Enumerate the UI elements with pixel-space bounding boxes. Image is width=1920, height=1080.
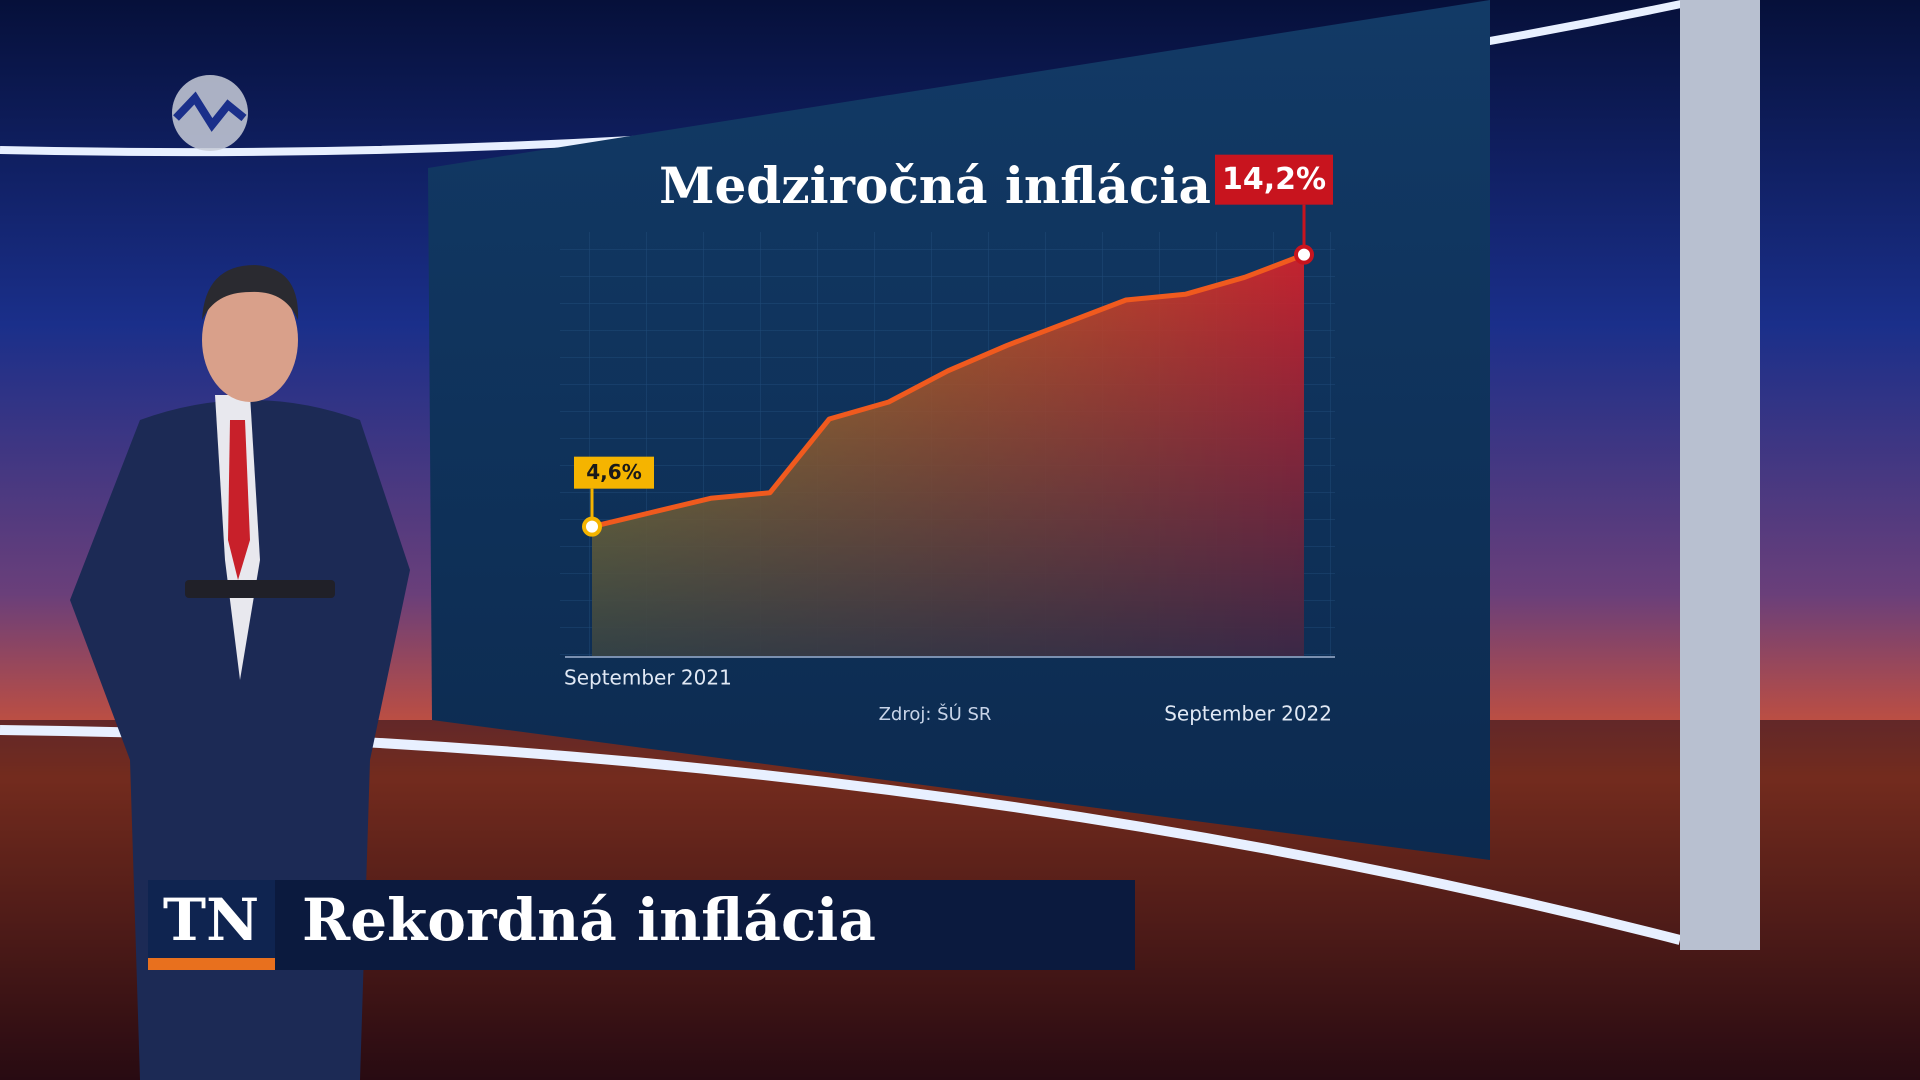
area-shade	[592, 254, 1304, 657]
channel-logo	[172, 75, 248, 151]
lower-third-bar	[148, 880, 1135, 970]
lower-third: TN Rekordná inflácia	[148, 880, 1135, 970]
callout-box	[574, 456, 654, 489]
point-marker	[582, 516, 602, 537]
program-logo: TN	[163, 886, 259, 954]
chart-source: Zdroj: ŠÚ SR	[879, 703, 992, 725]
data-label: 4,6%	[586, 460, 641, 484]
logo-strip	[148, 958, 275, 970]
x-tick-label: September 2022	[1164, 702, 1332, 726]
logo-box	[148, 880, 275, 970]
chart-title: Medziročná inflácia	[659, 156, 1211, 215]
point-marker	[1294, 244, 1314, 265]
data-label: 14,2%	[1222, 162, 1326, 197]
screen-frame	[1680, 0, 1760, 950]
x-tick-label: September 2021	[564, 666, 732, 690]
headline: Rekordná inflácia	[302, 886, 876, 954]
callout-box	[1215, 154, 1333, 205]
line	[591, 252, 1305, 530]
channel-logo-wave	[173, 91, 247, 132]
